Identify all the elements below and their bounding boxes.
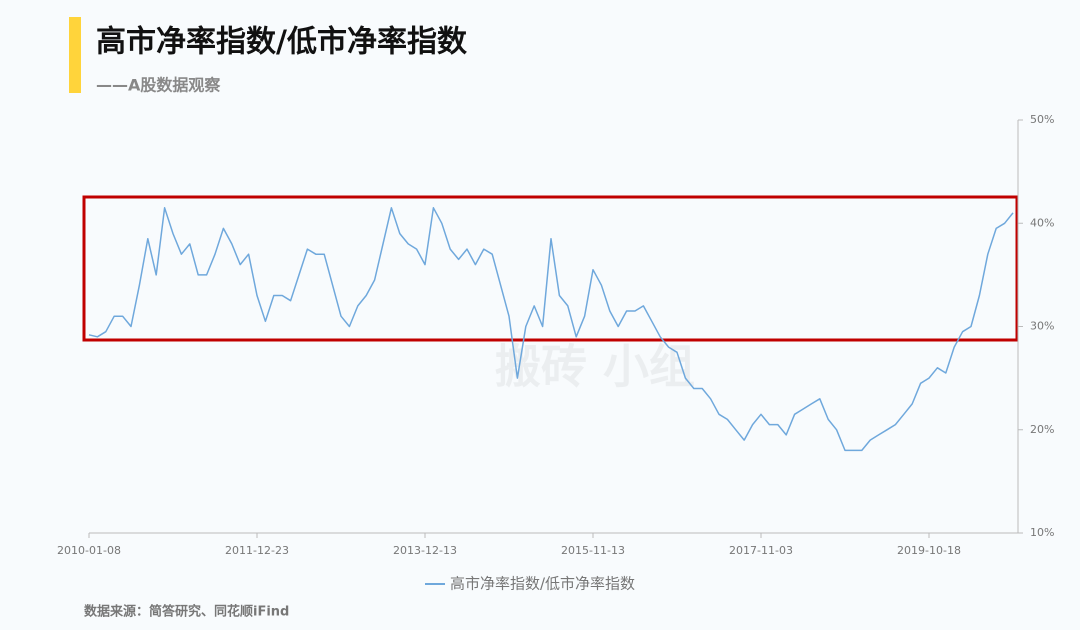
y-tick-label: 50% (1030, 113, 1054, 126)
x-tick-label: 2015-11-13 (561, 544, 625, 557)
subtitle: ——A股数据观察 (96, 76, 221, 95)
highlight-box (82, 195, 1019, 342)
x-tick-label: 2019-10-18 (897, 544, 961, 557)
y-tick-label: 20% (1030, 423, 1054, 436)
x-tick-label: 2013-12-13 (393, 544, 457, 557)
y-tick-label: 30% (1030, 320, 1054, 333)
x-tick-label: 2011-12-23 (225, 544, 289, 557)
y-tick-label: 40% (1030, 216, 1054, 229)
title-accent (69, 17, 81, 93)
series-line (88, 207, 1014, 452)
legend-label: 高市净率指数/低市净率指数 (450, 575, 635, 593)
y-tick-label: 10% (1030, 526, 1054, 539)
x-tick-label: 2010-01-08 (57, 544, 121, 557)
watermark: 搬砖 小组 (495, 340, 695, 394)
source: 数据来源：简答研究、同花顺iFind (84, 604, 289, 620)
x-tick-label: 2017-11-03 (729, 544, 793, 557)
chart-title: 高市净率指数/低市净率指数 (96, 25, 468, 60)
